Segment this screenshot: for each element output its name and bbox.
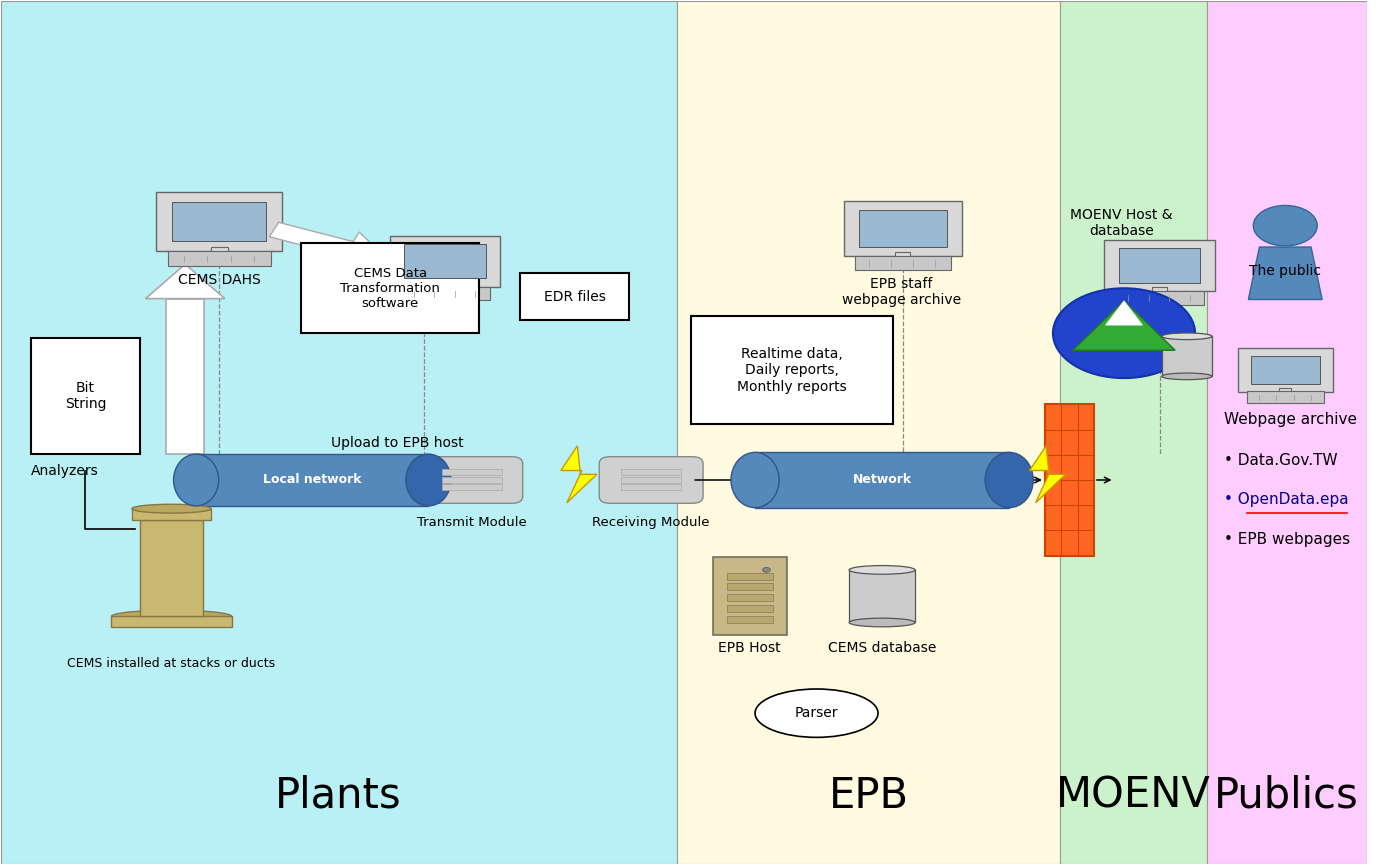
- FancyBboxPatch shape: [390, 235, 500, 287]
- Text: CEMS Data
Transformation
software: CEMS Data Transformation software: [340, 266, 440, 310]
- FancyBboxPatch shape: [844, 201, 962, 256]
- Circle shape: [762, 567, 770, 573]
- Text: • EPB webpages: • EPB webpages: [1224, 532, 1351, 547]
- Bar: [691, 316, 892, 424]
- Bar: [1119, 248, 1201, 283]
- Bar: [1152, 287, 1167, 294]
- Bar: [1060, 1, 1208, 864]
- Bar: [726, 594, 773, 601]
- Text: Transmit Module: Transmit Module: [418, 516, 527, 529]
- Text: Bit
String: Bit String: [65, 381, 105, 411]
- Bar: [895, 252, 911, 260]
- Ellipse shape: [849, 618, 915, 627]
- Text: Analyzers: Analyzers: [31, 465, 99, 478]
- Bar: [1162, 336, 1212, 376]
- Bar: [211, 247, 228, 254]
- FancyBboxPatch shape: [1115, 291, 1205, 304]
- Text: Webpage archive: Webpage archive: [1224, 412, 1356, 427]
- Bar: [140, 520, 203, 617]
- Text: CEMS database: CEMS database: [827, 642, 937, 656]
- Polygon shape: [1248, 247, 1323, 299]
- Bar: [1045, 405, 1094, 555]
- Ellipse shape: [405, 454, 451, 506]
- Bar: [167, 298, 204, 454]
- Bar: [1280, 388, 1291, 394]
- Polygon shape: [1105, 301, 1142, 325]
- Text: • Data.Gov.TW: • Data.Gov.TW: [1224, 452, 1338, 468]
- Bar: [677, 1, 1060, 864]
- Bar: [620, 484, 682, 490]
- Bar: [1251, 356, 1320, 384]
- Bar: [520, 272, 629, 320]
- FancyBboxPatch shape: [600, 457, 704, 503]
- Ellipse shape: [1162, 333, 1212, 340]
- Circle shape: [1053, 288, 1195, 378]
- Bar: [726, 573, 773, 580]
- Text: MOENV: MOENV: [1056, 775, 1210, 817]
- Text: Local network: Local network: [262, 473, 361, 486]
- FancyBboxPatch shape: [1246, 391, 1324, 403]
- Bar: [620, 469, 682, 475]
- Polygon shape: [146, 264, 225, 298]
- Text: MOENV Host &
database: MOENV Host & database: [1070, 208, 1173, 238]
- Polygon shape: [561, 445, 597, 503]
- Text: Receiving Module: Receiving Module: [593, 516, 709, 529]
- Bar: [111, 617, 232, 627]
- Circle shape: [1253, 206, 1317, 246]
- FancyArrow shape: [269, 222, 386, 266]
- FancyBboxPatch shape: [157, 192, 282, 251]
- Bar: [196, 454, 429, 506]
- FancyBboxPatch shape: [168, 252, 271, 266]
- Ellipse shape: [1162, 373, 1212, 380]
- Text: Realtime data,
Daily reports,
Monthly reports: Realtime data, Daily reports, Monthly re…: [737, 347, 847, 394]
- Bar: [726, 584, 773, 591]
- Ellipse shape: [849, 566, 915, 574]
- Text: EPB staff
webpage archive: EPB staff webpage archive: [841, 277, 960, 307]
- Bar: [172, 202, 266, 241]
- Bar: [726, 616, 773, 623]
- Bar: [132, 509, 211, 520]
- Text: Upload to EPB host: Upload to EPB host: [330, 436, 464, 450]
- Bar: [443, 477, 502, 483]
- Text: CEMS installed at stacks or ducts: CEMS installed at stacks or ducts: [68, 657, 276, 670]
- Text: Plants: Plants: [275, 775, 401, 817]
- Polygon shape: [1030, 445, 1066, 503]
- Ellipse shape: [755, 689, 879, 737]
- Text: EPB Host: EPB Host: [718, 642, 781, 656]
- Bar: [1, 1, 677, 864]
- FancyBboxPatch shape: [422, 457, 523, 503]
- Text: EPB: EPB: [829, 775, 909, 817]
- Ellipse shape: [985, 452, 1033, 508]
- Text: The public: The public: [1249, 264, 1321, 278]
- FancyBboxPatch shape: [855, 256, 951, 271]
- Bar: [859, 210, 947, 247]
- Polygon shape: [1073, 301, 1176, 350]
- Bar: [1208, 1, 1367, 864]
- Ellipse shape: [132, 504, 211, 513]
- Bar: [620, 477, 682, 483]
- Bar: [755, 452, 1009, 508]
- FancyBboxPatch shape: [712, 557, 787, 636]
- FancyBboxPatch shape: [1238, 348, 1332, 392]
- Text: Publics: Publics: [1214, 775, 1359, 817]
- Bar: [849, 570, 915, 623]
- Text: Network: Network: [852, 473, 912, 486]
- Ellipse shape: [111, 610, 232, 623]
- Text: CEMS DAHS: CEMS DAHS: [178, 272, 261, 286]
- Bar: [726, 605, 773, 612]
- Bar: [301, 242, 479, 333]
- Text: Parser: Parser: [795, 706, 838, 721]
- Text: EDR files: EDR files: [544, 290, 605, 304]
- Ellipse shape: [731, 452, 779, 508]
- FancyBboxPatch shape: [400, 286, 490, 300]
- Bar: [443, 469, 502, 475]
- Text: • OpenData.epa: • OpenData.epa: [1224, 492, 1348, 508]
- Bar: [443, 484, 502, 490]
- Bar: [31, 337, 140, 454]
- Ellipse shape: [174, 454, 219, 506]
- Bar: [404, 244, 486, 279]
- FancyBboxPatch shape: [1105, 240, 1214, 292]
- Bar: [437, 283, 452, 290]
